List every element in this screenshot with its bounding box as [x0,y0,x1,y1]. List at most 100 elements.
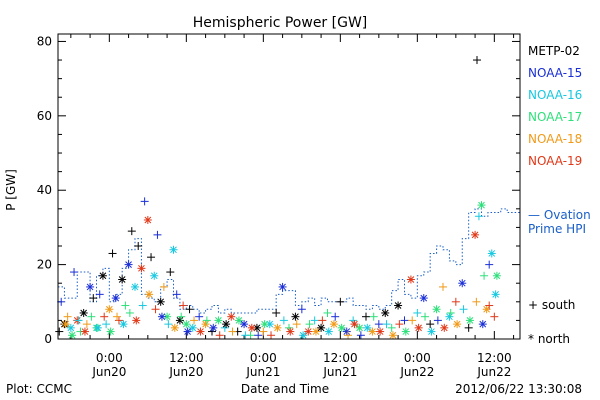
north-point [124,260,133,269]
x-tick-label-time: 12:00 [477,351,512,365]
south-point [331,312,340,321]
marker-stroke [138,264,145,272]
marker-stroke [227,313,235,321]
north-point [80,327,89,336]
marker-stroke [317,324,325,332]
south-point [89,294,98,303]
north-point [86,282,95,291]
north-point [247,323,256,332]
north-point [482,305,491,314]
north-point [252,323,261,332]
marker-stroke [351,320,358,328]
north-point [98,271,107,280]
north-point [265,320,274,329]
north-point [111,294,120,303]
x-tick-label-time: 12:00 [323,351,358,365]
north-point [260,320,269,329]
south-point [485,301,494,310]
south-point [395,320,404,329]
legend-entry: NOAA-17 [528,110,582,124]
marker-stroke [394,302,402,309]
north-point [222,320,231,329]
y-tick-label: 60 [37,109,52,123]
north-point [214,316,223,325]
marker-stroke [312,328,320,335]
north-point [170,323,179,332]
south-point [446,308,455,317]
north-point [414,323,423,332]
marker-stroke [369,328,376,335]
north-point [196,327,205,336]
x-axis-label: Date and Time [241,382,329,396]
marker-stroke [274,324,281,332]
north-point [491,290,500,299]
marker-stroke [428,328,435,335]
north-point [169,245,178,254]
x-tick-label-time: 12:00 [169,351,204,365]
plot-timestamp: 2012/06/22 13:30:08 [455,382,582,396]
south-point [114,316,123,325]
marker-stroke [182,320,190,328]
marker-stroke [209,324,217,332]
south-point [108,249,117,258]
x-tick-label-date: Jun21 [245,365,280,379]
marker-stroke [479,320,487,328]
marker-stroke [81,328,89,335]
south-point [102,320,111,329]
south-point [121,301,130,310]
south-point [459,305,468,314]
ovation-hpi-line [58,208,520,314]
south-point [134,242,143,251]
south-point [57,297,66,306]
north-point [342,327,351,336]
north-point [419,294,428,303]
south-point [185,305,194,314]
marker-stroke [261,320,268,328]
marker-stroke [235,317,243,324]
marker-stroke [240,320,248,328]
x-tick-label-date: Jun22 [399,365,434,379]
marker-stroke [202,320,209,328]
marker-stroke [471,231,479,239]
south-point [408,316,417,325]
marker-stroke [150,272,158,280]
chart-title: Hemispheric Power [GW] [193,15,368,31]
south-point [400,316,409,325]
north-point [381,308,390,317]
south-point [74,316,83,325]
north-point [363,323,372,332]
marker-stroke [286,328,294,335]
south-point [215,331,224,340]
south-point [374,320,383,329]
marker-stroke [356,324,363,332]
legend-entry: NOAA-19 [528,154,582,168]
south-point [272,308,281,317]
south-point [113,312,122,321]
marker-stroke [68,331,76,339]
south-point [177,312,186,321]
south-point [63,312,72,321]
marker-stroke [158,313,166,321]
north-point [118,275,127,284]
x-tick-label-time: 0:00 [250,351,277,365]
south-point [138,301,147,310]
north-point [487,249,496,258]
marker-stroke [343,328,351,335]
marker-stroke [266,320,274,328]
south-point [153,230,162,239]
south-point [87,312,96,321]
marker-stroke [420,294,428,302]
marker-stroke [184,328,191,335]
marker-stroke [478,201,485,209]
south-point [147,253,156,262]
south-point [127,227,136,236]
south-point [310,316,319,325]
north-point [329,320,338,329]
marker-stroke [376,328,384,335]
south-point [202,316,211,325]
marker-stroke [338,324,345,332]
north-point [324,327,333,336]
marker-stroke [163,313,171,321]
marker-stroke [330,320,338,328]
marker-stroke [222,320,230,328]
